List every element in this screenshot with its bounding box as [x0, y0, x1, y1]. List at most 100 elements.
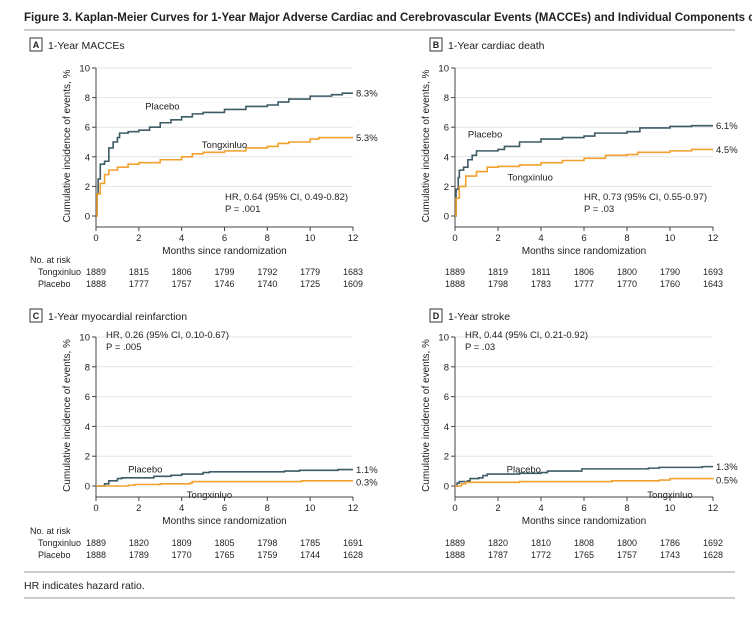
end-value-label: 5.3%: [356, 133, 378, 144]
panel-letter: C: [33, 311, 40, 321]
at-risk-value: 1800: [617, 267, 637, 277]
hazard-ratio: HR, 0.44 (95% CI, 0.21-0.92): [465, 330, 588, 341]
y-tick-label: 10: [438, 333, 449, 344]
x-tick-label: 0: [452, 233, 457, 244]
y-tick-label: 10: [79, 64, 90, 75]
at-risk-value: 1787: [488, 550, 508, 560]
at-risk-value: 1779: [300, 267, 320, 277]
at-risk-value: 1819: [488, 267, 508, 277]
hazard-ratio: HR, 0.64 (95% CI, 0.49-0.82): [225, 192, 348, 203]
at-risk-value: 1815: [129, 267, 149, 277]
at-risk-group-placebo: Placebo: [38, 550, 71, 560]
end-value-label: 6.1%: [716, 121, 738, 132]
at-risk-value: 1889: [445, 267, 465, 277]
panel-letter-box: [29, 308, 43, 323]
at-risk-value: 1760: [660, 279, 680, 289]
panel-c: C 1-Year myocardial reinfarction 0 2 4 6 8 10 0 2…: [29, 308, 378, 560]
at-risk-group-tongxinluo: Tongxinluo: [38, 267, 81, 277]
end-value-label: 0.5%: [716, 475, 738, 486]
panel-letter: D: [433, 311, 440, 321]
x-axis-label: Months since randomization: [162, 516, 287, 527]
x-tick-label: 12: [348, 503, 359, 514]
y-tick-label: 2: [444, 452, 449, 463]
at-risk-value: 1691: [343, 538, 363, 548]
end-value-label: 1.1%: [356, 465, 378, 476]
series-line-placebo: [96, 92, 353, 217]
at-risk-value: 1765: [214, 550, 234, 560]
at-risk-value: 1757: [172, 279, 192, 289]
end-value-label: 8.3%: [356, 89, 378, 100]
at-risk-value: 1799: [214, 267, 234, 277]
x-axis-label: Months since randomization: [522, 246, 647, 257]
at-risk-group-placebo: Placebo: [38, 279, 71, 289]
x-axis-label: Months since randomization: [522, 516, 647, 527]
at-risk-value: 1786: [660, 538, 680, 548]
panel-d: D 1-Year stroke 0 2 4 6 8 10 0 2 4 6 8 10 12 Months sin…: [421, 308, 738, 560]
y-axis-label: Cumulative incidence of events, %: [421, 339, 432, 492]
x-axis-label: Months since randomization: [162, 246, 287, 257]
x-tick-label: 6: [581, 503, 586, 514]
at-risk-value: 1789: [129, 550, 149, 560]
figure-title: Figure 3. Kaplan-Meier Curves for 1-Year…: [24, 12, 752, 24]
y-tick-label: 6: [85, 123, 90, 134]
at-risk-value: 1889: [86, 267, 106, 277]
at-risk-value: 1770: [617, 279, 637, 289]
y-tick-label: 6: [444, 123, 449, 134]
at-risk-value: 1740: [257, 279, 277, 289]
panel-letter: B: [433, 40, 440, 50]
at-risk-value: 1798: [257, 538, 277, 548]
panel-title: 1-Year MACCEs: [48, 40, 125, 52]
x-tick-label: 12: [708, 233, 719, 244]
y-axis-label: Cumulative incidence of events, %: [62, 69, 73, 222]
at-risk-label: No. at risk: [30, 255, 71, 265]
series-line-tongxinluo: [455, 148, 713, 217]
panel-letter-box: [429, 308, 443, 323]
at-risk-value: 1770: [172, 550, 192, 560]
x-tick-label: 4: [179, 233, 184, 244]
at-risk-value: 1811: [531, 267, 550, 277]
at-risk-value: 1888: [445, 550, 465, 560]
y-tick-label: 2: [444, 182, 449, 193]
end-value-label: 1.3%: [716, 462, 738, 473]
series-label-tongxinluo: Tongxinluo: [187, 490, 232, 501]
at-risk-value: 1820: [129, 538, 149, 548]
x-tick-label: 12: [348, 233, 359, 244]
at-risk-value: 1757: [617, 550, 637, 560]
x-tick-label: 6: [222, 233, 227, 244]
panel-b: B 1-Year cardiac death 0 2 4 6 8 10 0 2 4 6 8 10 12 Mon…: [421, 37, 738, 289]
series-line-placebo: [455, 124, 713, 217]
at-risk-value: 1777: [129, 279, 149, 289]
series-label-placebo: Placebo: [507, 465, 541, 476]
at-risk-value: 1743: [660, 550, 680, 560]
panel-title: 1-Year cardiac death: [448, 40, 545, 52]
x-tick-label: 10: [665, 503, 676, 514]
at-risk-value: 1792: [257, 267, 277, 277]
at-risk-value: 1683: [343, 267, 363, 277]
footnote: HR indicates hazard ratio.: [24, 580, 145, 592]
at-risk-value: 1609: [343, 279, 363, 289]
y-tick-label: 6: [85, 392, 90, 403]
at-risk-value: 1643: [703, 279, 723, 289]
at-risk-value: 1806: [574, 267, 594, 277]
at-risk-value: 1809: [172, 538, 192, 548]
y-tick-label: 0: [444, 482, 449, 493]
y-tick-label: 2: [85, 452, 90, 463]
y-tick-label: 0: [444, 212, 449, 223]
at-risk-value: 1759: [257, 550, 277, 560]
y-axis-label: Cumulative incidence of events, %: [421, 69, 432, 222]
panel-letter-box: [429, 37, 443, 52]
hazard-ratio: HR, 0.73 (95% CI, 0.55-0.97): [584, 192, 707, 203]
at-risk-value: 1785: [300, 538, 320, 548]
end-value-label: 0.3%: [356, 477, 378, 488]
series-label-placebo: Placebo: [128, 465, 162, 476]
x-tick-label: 2: [495, 233, 500, 244]
at-risk-value: 1628: [343, 550, 363, 560]
panel-title: 1-Year stroke: [448, 311, 510, 323]
x-tick-label: 10: [305, 233, 316, 244]
panel-a: A 1-Year MACCEs 0 2 4 6 8 10 0 2 4 6 8 10 12 Months sin…: [29, 37, 378, 289]
at-risk-value: 1798: [488, 279, 508, 289]
at-risk-value: 1820: [488, 538, 508, 548]
x-tick-label: 8: [624, 503, 629, 514]
series-line-placebo: [96, 468, 353, 487]
